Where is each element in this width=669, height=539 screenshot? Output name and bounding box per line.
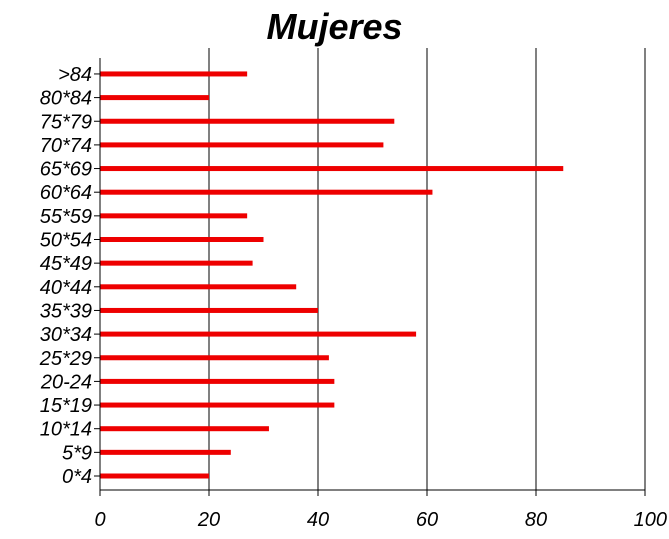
bar-6	[100, 331, 417, 337]
y-tick-label-15: 75*79	[40, 111, 92, 133]
bar-11	[100, 213, 248, 219]
bar-0	[100, 473, 209, 479]
y-tick-label-17: >84	[58, 64, 92, 86]
y-tick-label-12: 60*64	[40, 182, 92, 204]
x-tick-label-5: 100	[634, 509, 667, 531]
bar-5	[100, 355, 329, 361]
y-tick-label-8: 40*44	[40, 277, 92, 299]
y-tick-label-11: 55*59	[40, 206, 92, 228]
x-tick-label-3: 60	[416, 509, 438, 531]
bar-1	[100, 449, 231, 455]
x-tick-label-0: 0	[94, 509, 105, 531]
bar-7	[100, 307, 318, 313]
bar-12	[100, 189, 433, 195]
bar-8	[100, 284, 297, 290]
bar-16	[100, 95, 209, 101]
bar-15	[100, 118, 395, 124]
bar-17	[100, 71, 248, 77]
chart-title: Mujeres	[266, 6, 403, 47]
y-tick-label-9: 45*49	[40, 253, 92, 275]
y-tick-label-3: 15*19	[40, 395, 92, 417]
y-tick-label-13: 65*69	[40, 159, 92, 181]
x-tick-label-2: 40	[307, 509, 329, 531]
x-tick-label-1: 20	[197, 509, 220, 531]
y-tick-label-1: 5*9	[62, 442, 92, 464]
y-tick-label-4: 20-24	[40, 371, 92, 393]
y-tick-label-6: 30*34	[40, 324, 92, 346]
bar-14	[100, 142, 384, 148]
y-tick-label-14: 70*74	[40, 135, 92, 157]
bar-13	[100, 166, 564, 172]
y-tick-label-10: 50*54	[40, 230, 92, 252]
x-tick-label-4: 80	[525, 509, 547, 531]
y-tick-label-0: 0*4	[62, 466, 92, 488]
bar-3	[100, 402, 335, 408]
bar-2	[100, 426, 269, 432]
bar-10	[100, 237, 264, 242]
bar-9	[100, 260, 253, 266]
y-tick-label-16: 80*84	[40, 88, 92, 110]
bar-4	[100, 378, 335, 384]
y-tick-label-2: 10*14	[40, 419, 92, 441]
y-tick-label-7: 35*39	[40, 300, 92, 322]
y-tick-label-5: 25*29	[39, 348, 92, 370]
